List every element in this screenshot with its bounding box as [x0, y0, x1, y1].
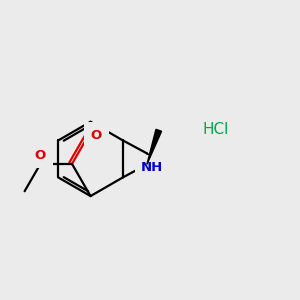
Text: O: O: [35, 148, 46, 161]
Text: HCl: HCl: [202, 122, 229, 137]
Polygon shape: [147, 129, 162, 164]
Text: NH: NH: [141, 161, 164, 174]
Text: O: O: [91, 129, 102, 142]
